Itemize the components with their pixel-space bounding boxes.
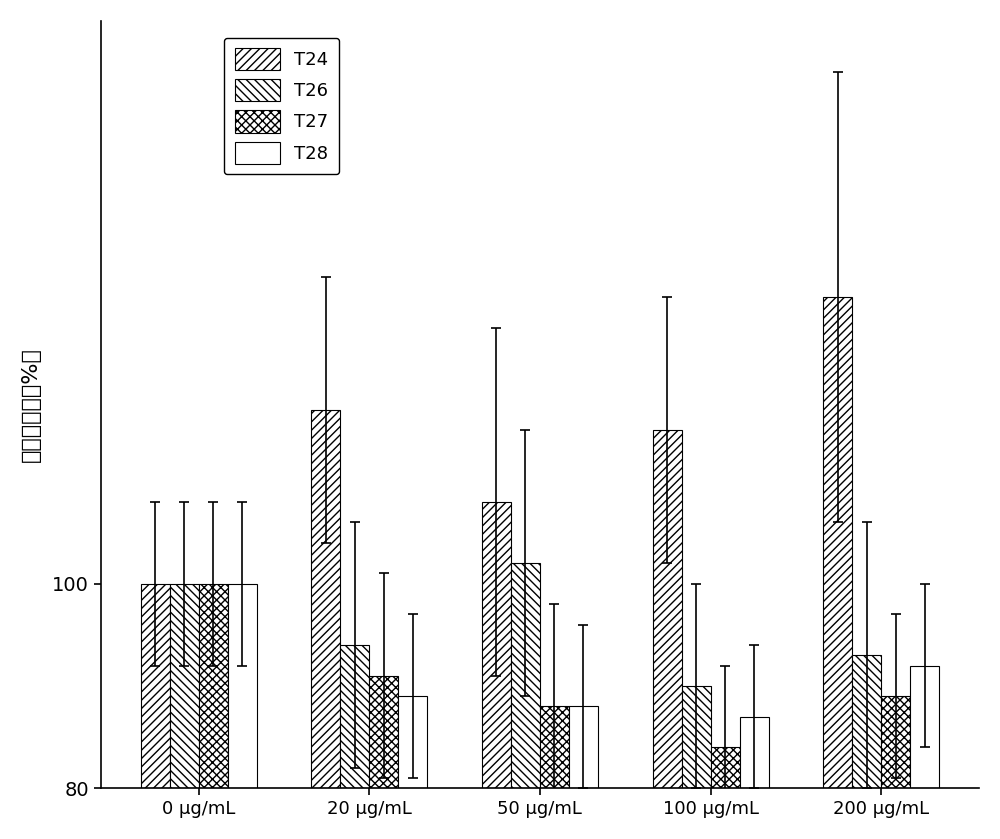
Bar: [540, 706, 569, 789]
Bar: [910, 665, 939, 789]
Bar: [170, 584, 199, 789]
Legend: T24, T26, T27, T28: T24, T26, T27, T28: [224, 38, 339, 175]
Bar: [740, 717, 769, 789]
Bar: [482, 502, 511, 789]
Bar: [511, 563, 540, 789]
Bar: [711, 748, 740, 789]
Bar: [682, 686, 711, 789]
Bar: [881, 696, 910, 789]
Bar: [311, 409, 340, 789]
Bar: [852, 655, 881, 789]
Bar: [228, 584, 257, 789]
Bar: [398, 696, 427, 789]
Bar: [199, 584, 228, 789]
Bar: [141, 584, 170, 789]
Bar: [569, 706, 598, 789]
Bar: [340, 645, 369, 789]
Y-axis label: 细胞存活率（%）: 细胞存活率（%）: [21, 347, 41, 462]
Bar: [653, 430, 682, 789]
Bar: [823, 297, 852, 789]
Bar: [369, 675, 398, 789]
